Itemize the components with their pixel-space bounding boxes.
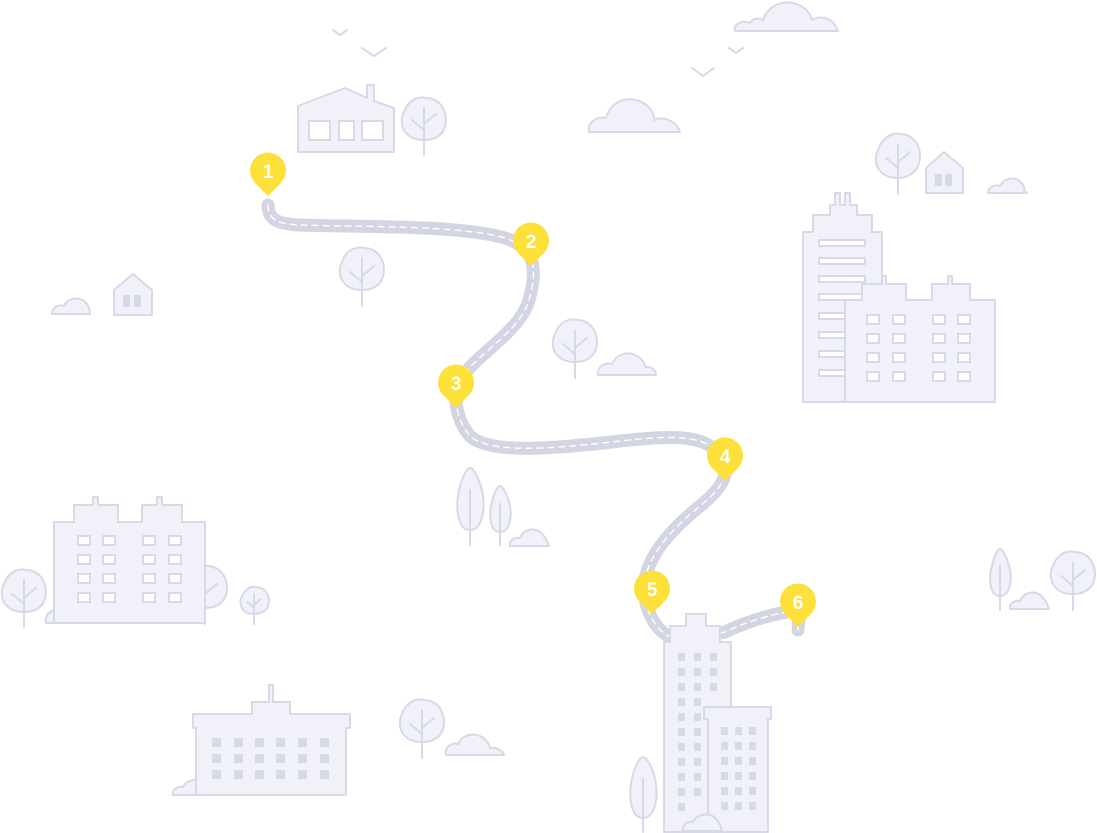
route-pins: 1 2 3 4 5 6: [250, 152, 816, 627]
route-pin-label: 1: [263, 162, 274, 183]
tree-icon: [874, 132, 921, 195]
cloud-icon: [987, 177, 1028, 194]
cloud-icon: [1008, 591, 1050, 610]
bird-icon: [728, 47, 744, 54]
route-pin-6[interactable]: 6: [780, 583, 816, 627]
municipal-building: [192, 684, 351, 796]
cloud-icon: [596, 352, 657, 376]
tree-icon: [551, 318, 598, 379]
route-pin-1[interactable]: 1: [250, 152, 286, 196]
cloud-icon: [587, 98, 681, 133]
tall-tree-icon: [456, 467, 485, 546]
route-pin-label: 6: [793, 593, 804, 614]
route-pin-label: 3: [451, 374, 462, 395]
route-pin-label: 5: [647, 580, 658, 601]
downtown-tower-building: [663, 613, 772, 833]
bird-icon: [691, 67, 715, 77]
route-pin-3[interactable]: 3: [438, 364, 474, 408]
small-house-icon: [113, 273, 153, 316]
route-pin-2[interactable]: 2: [513, 222, 549, 266]
left-apartment-building: [53, 496, 206, 624]
bird-icon: [361, 47, 387, 57]
cloud-icon: [681, 813, 723, 832]
route-pin-label: 2: [526, 232, 537, 253]
tree-icon: [1049, 550, 1096, 611]
tall-tree-icon: [989, 548, 1012, 611]
trees: [0, 96, 1096, 833]
bird-icon: [332, 29, 348, 36]
apartment-block-building: [844, 275, 996, 403]
tall-tree-icon: [489, 485, 512, 546]
tree-icon: [338, 246, 385, 307]
house-icon: [297, 84, 395, 153]
cloud-icon: [733, 1, 839, 32]
small-house-icon: [925, 151, 964, 194]
route-pin-5[interactable]: 5: [634, 570, 670, 614]
cloud-icon: [444, 733, 505, 756]
cloud-icon: [51, 297, 91, 315]
route-pin-4[interactable]: 4: [707, 437, 743, 481]
route-pin-label: 4: [720, 447, 731, 468]
tall-tree-icon: [629, 756, 658, 833]
houses: [113, 84, 964, 316]
tree-icon: [400, 96, 447, 156]
tree-icon: [239, 585, 270, 625]
birds: [332, 29, 744, 77]
cloud-icon: [508, 528, 550, 547]
tree-icon: [0, 568, 47, 628]
tree-icon: [398, 698, 445, 759]
